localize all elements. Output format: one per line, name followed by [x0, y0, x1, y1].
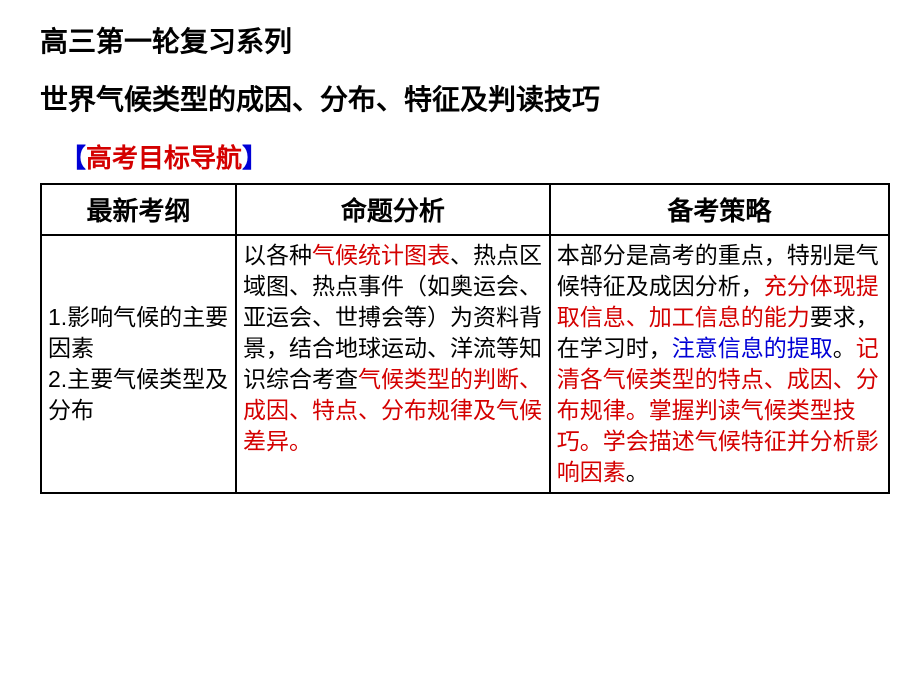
main-title: 世界气候类型的成因、分布、特征及判读技巧	[40, 78, 890, 118]
review-table: 最新考纲 命题分析 备考策略 1.影响气候的主要因素 2.主要气候类型及分布 以…	[40, 183, 890, 494]
syllabus-item-1: 1.影响气候的主要因素	[48, 302, 229, 364]
bracket-close: 】	[242, 143, 268, 173]
strategy-s4: 注意信息的提取	[672, 335, 833, 361]
bracket-open: 【	[60, 143, 86, 173]
cell-strategy: 本部分是高考的重点，特别是气候特征及成因分析，充分体现提取信息、加工信息的能力要…	[550, 235, 889, 493]
header-col3: 备考策略	[550, 184, 889, 235]
cell-analysis: 以各种气候统计图表、热点区域图、热点事件（如奥运会、亚运会、世搏会等）为资料背景…	[236, 235, 550, 493]
strategy-s7: 。	[626, 459, 649, 485]
header-col1: 最新考纲	[41, 184, 236, 235]
cell-syllabus: 1.影响气候的主要因素 2.主要气候类型及分布	[41, 235, 236, 493]
strategy-s5: 。	[833, 335, 856, 361]
syllabus-item-2: 2.主要气候类型及分布	[48, 364, 229, 426]
table-header-row: 最新考纲 命题分析 备考策略	[41, 184, 889, 235]
analysis-part-b: 气候统计图表	[312, 242, 450, 268]
table-row: 1.影响气候的主要因素 2.主要气候类型及分布 以各种气候统计图表、热点区域图、…	[41, 235, 889, 493]
header-col2: 命题分析	[236, 184, 550, 235]
heading-text: 高考目标导航	[86, 143, 242, 173]
section-heading: 【高考目标导航】	[60, 138, 890, 175]
analysis-part-a: 以各种	[243, 242, 312, 268]
series-title: 高三第一轮复习系列	[40, 20, 890, 60]
